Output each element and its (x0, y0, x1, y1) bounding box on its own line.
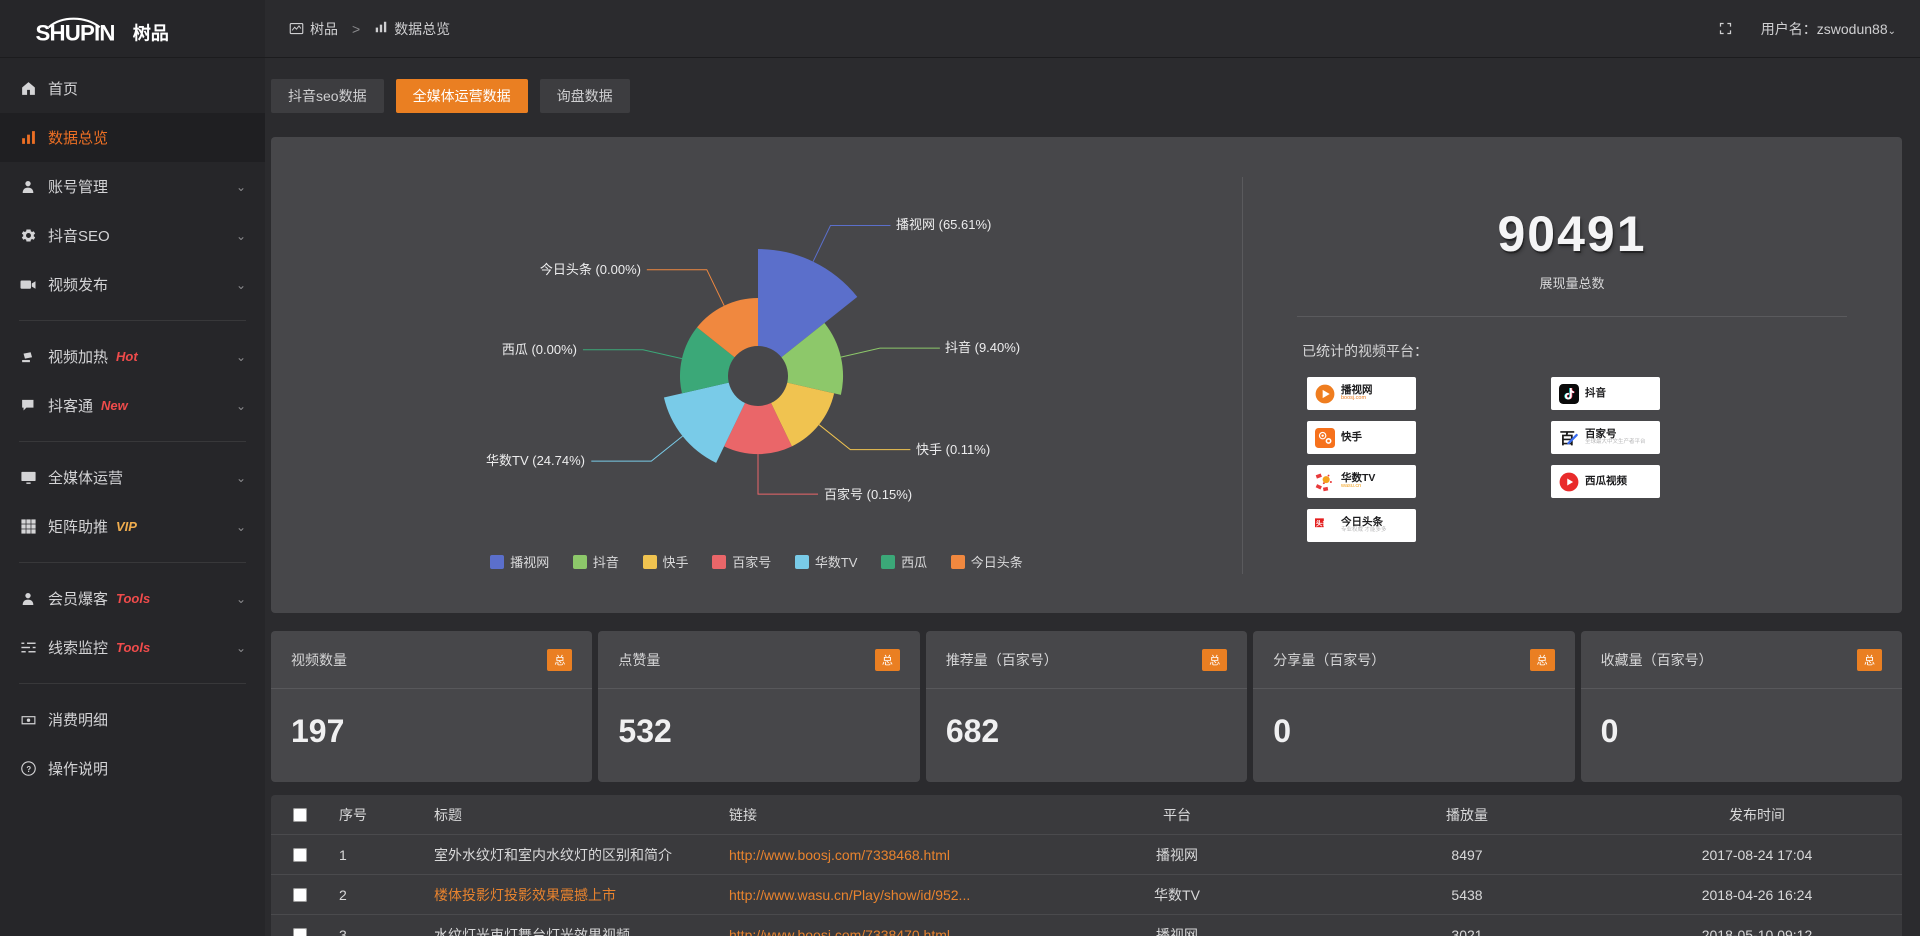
svg-text:快手 (0.11%): 快手 (0.11%) (916, 442, 990, 457)
svg-text:华数TV (24.74%): 华数TV (24.74%) (486, 453, 585, 468)
svg-text:西瓜 (0.00%): 西瓜 (0.00%) (502, 342, 577, 357)
svg-text:树品: 树品 (133, 22, 169, 42)
svg-text:抖音 (9.40%): 抖音 (9.40%) (945, 340, 1020, 355)
svg-text:?: ? (26, 765, 31, 774)
svg-text:今日头条 (0.00%): 今日头条 (0.00%) (540, 262, 641, 277)
svg-text:播视网 (65.61%): 播视网 (65.61%) (896, 217, 991, 232)
svg-text:百家号 (0.15%): 百家号 (0.15%) (824, 487, 912, 502)
svg-text:SHUPIN: SHUPIN (36, 20, 115, 42)
